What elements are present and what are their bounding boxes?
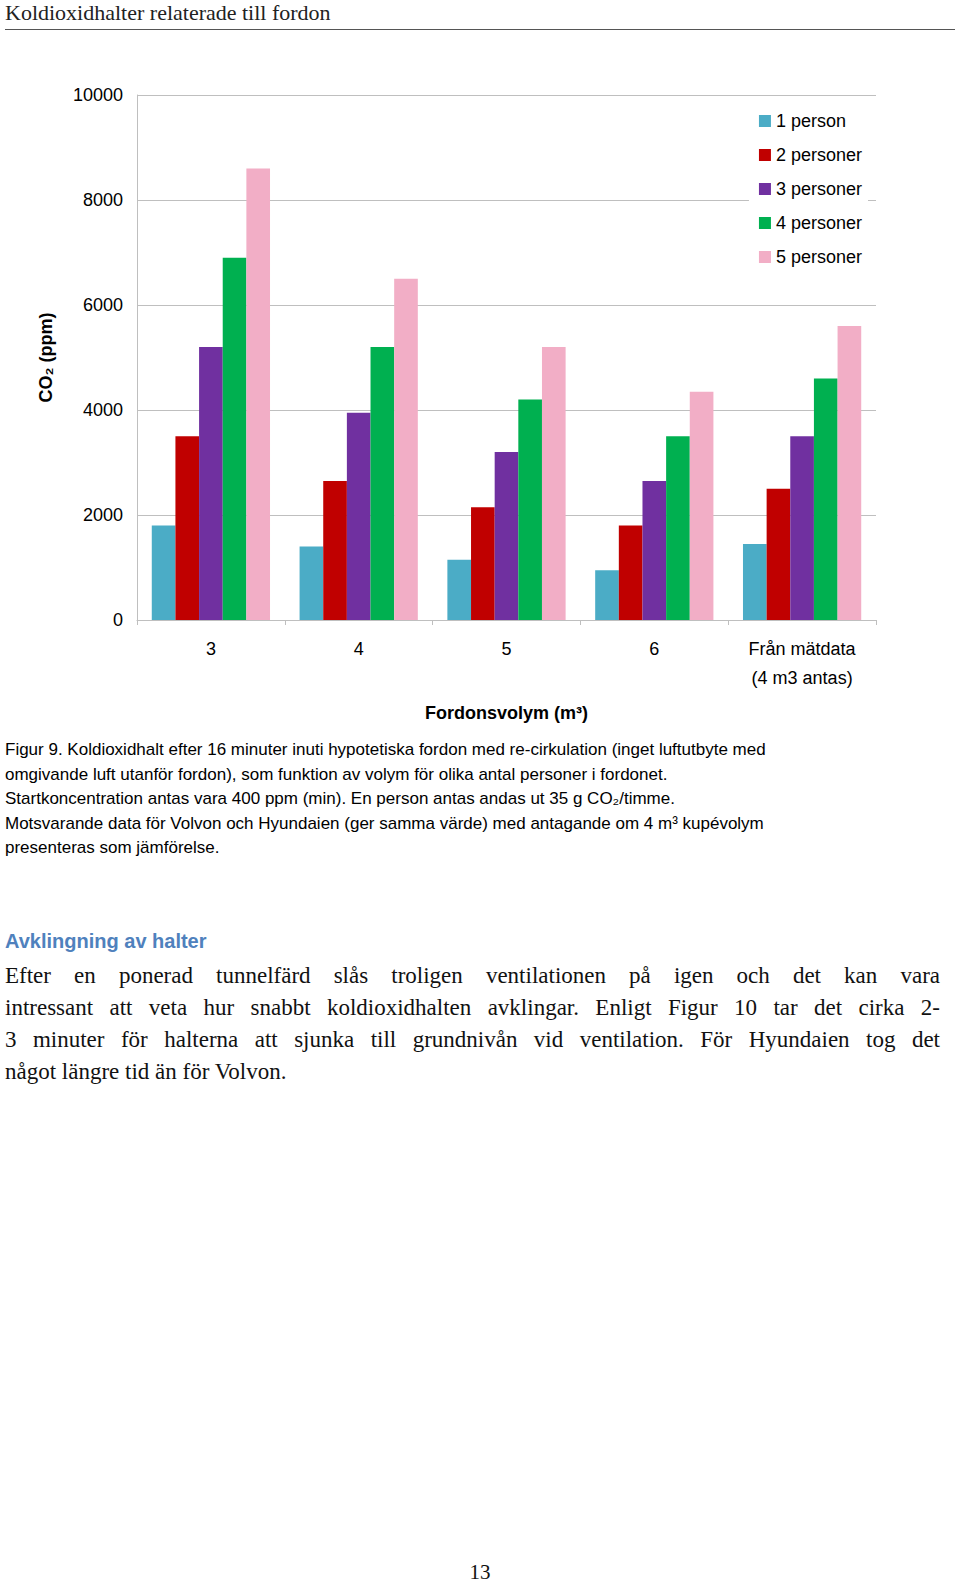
svg-text:3 personer: 3 personer — [776, 179, 862, 199]
svg-text:Fordonsvolym (m³): Fordonsvolym (m³) — [425, 703, 588, 723]
svg-text:3: 3 — [206, 639, 216, 659]
html-text:intressant att veta hur snabbt: intressant att veta hur snabbt koldioxid… — [5, 995, 940, 1020]
html-text:Koldioxidhalter relaterade til: Koldioxidhalter relaterade till fordon — [5, 0, 331, 25]
svg-text:5 personer: 5 personer — [776, 247, 862, 267]
html-text:Efter en ponerad tunnelfärd sl: Efter en ponerad tunnelfärd slås trolige… — [5, 963, 940, 988]
svg-text:6000: 6000 — [83, 295, 123, 315]
html-text:Figur 9. Koldioxidhalt efter 1: Figur 9. Koldioxidhalt efter 16 minuter … — [5, 740, 766, 759]
html-text:omgivande luft utanför fordon): omgivande luft utanför fordon), som funk… — [5, 764, 668, 784]
svg-text:Från mätdata: Från mätdata — [749, 639, 857, 659]
svg-text:2 personer: 2 personer — [776, 145, 862, 165]
svg-text:CO₂ (ppm): CO₂ (ppm) — [36, 313, 56, 403]
html-text:presenteras som jämförelse.: presenteras som jämförelse. — [5, 838, 220, 857]
svg-text:6: 6 — [649, 639, 659, 659]
html-text:Startkoncentration antas vara: Startkoncentration antas vara 400 ppm (m… — [5, 789, 675, 808]
html-text:Avklingning av halter: Avklingning av halter — [5, 930, 207, 952]
svg-text:2000: 2000 — [83, 505, 123, 525]
svg-text:0: 0 — [113, 610, 123, 630]
svg-text:4: 4 — [354, 639, 364, 659]
svg-text:(4 m3 antas): (4 m3 antas) — [752, 668, 853, 688]
svg-text:4 personer: 4 personer — [776, 213, 862, 233]
svg-text:8000: 8000 — [83, 190, 123, 210]
html-text:Motsvarande data för Volvon oc: Motsvarande data för Volvon och Hyundaie… — [5, 813, 764, 833]
svg-text:1 person: 1 person — [776, 111, 846, 131]
svg-text:10000: 10000 — [73, 85, 123, 105]
html-text:något längre tid än för Volvon: något längre tid än för Volvon. — [5, 1059, 287, 1084]
svg-text:5: 5 — [501, 639, 511, 659]
html-text:13: 13 — [469, 1560, 491, 1584]
html-text:3 minuter för halterna att sju: 3 minuter för halterna att sjunka till g… — [5, 1027, 940, 1052]
svg-text:4000: 4000 — [83, 400, 123, 420]
